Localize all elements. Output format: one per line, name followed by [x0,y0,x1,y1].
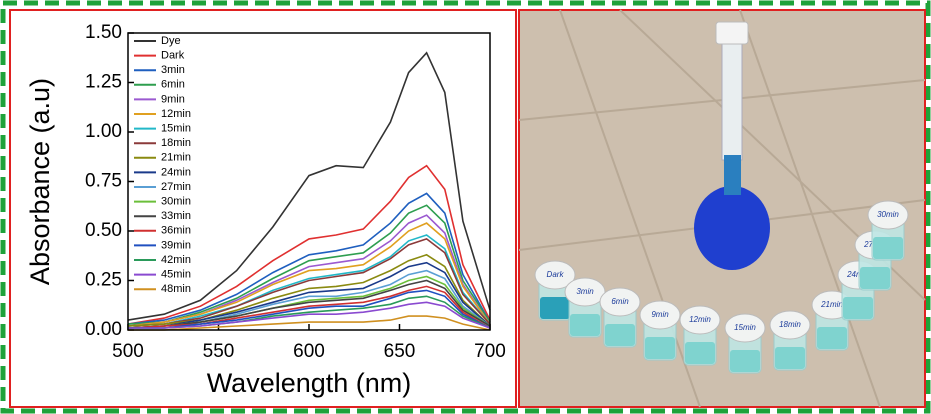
chart-panel-border [9,9,517,408]
vial-liquid [873,237,903,259]
x-tick-label: 700 [474,341,506,362]
y-tick-label: 0.50 [85,220,122,241]
vial-liquid [843,297,873,319]
series-line [127,234,491,327]
series-line [127,279,491,329]
vial-cap [564,277,606,307]
vial-cap [867,200,909,230]
legend-label: 39min [161,239,191,251]
vial-cap [679,305,721,335]
series-line [127,222,491,327]
legend-label: 24min [161,166,191,178]
series-line [127,51,491,321]
vial-cap [724,313,766,343]
vial-liquid [685,342,715,364]
legend-label: 21min [161,152,191,164]
flask-body [694,186,770,270]
vial-label: 9min [651,310,669,319]
legend-label: 18min [161,137,191,149]
vial-liquid [645,337,675,359]
legend-label: 9min [161,93,185,105]
legend-label: 15min [161,123,191,135]
series-line [127,261,491,329]
legend-label: 48min [161,283,191,295]
vial-cap [534,260,576,290]
vial-liquid [540,297,570,319]
vial-liquid [860,267,890,289]
flask-stopper [715,21,749,45]
x-tick-label: 500 [112,341,144,362]
y-tick-label: 0.00 [85,319,122,340]
vial-label: 21min [820,300,843,309]
vial-label: 24min [846,270,869,279]
y-tick-label: 1.00 [85,121,122,142]
vial-liquid [570,314,600,336]
x-tick-label: 650 [384,341,416,362]
legend-label: 27min [161,181,191,193]
vial-cap [639,300,681,330]
vial-label: 3min [576,287,594,296]
series-line [128,301,491,329]
x-tick-label: 600 [293,341,325,362]
vial-label: Dark [547,270,565,279]
vial-label: 15min [734,323,756,332]
legend-label: Dye [161,35,181,47]
vial-liquid [730,350,760,372]
vial-liquid [605,324,635,346]
legend-label: Dark [161,50,185,62]
vial-liquid [775,347,805,369]
chart: 0.00 0.25 0.50 0.75 1.00 1.25 1.50 500 550 600 650… [25,22,506,398]
series-line [127,238,491,327]
y-tick-label: 0.75 [85,171,122,192]
y-tick-label: 0.25 [85,270,122,291]
legend-label: 45min [161,269,191,281]
vials: Dark 3min 6min 9min 12min 15min 18min 21min 24mi… [534,200,909,374]
vial-cap [769,310,811,340]
vial-cap [599,287,641,317]
y-axis-label: Absorbance (a.u) [25,78,55,285]
x-tick-label: 550 [203,341,235,362]
vial-label: 30min [877,210,899,219]
legend-label: 3min [161,64,185,76]
flask-liquid-neck [724,155,741,195]
plot-frame [127,32,491,331]
series-line [127,164,491,325]
vial-liquid [817,327,847,349]
photo: Dark 3min 6min 9min 12min 15min 18min 21min 24mi… [518,9,926,408]
legend-label: 42min [161,254,191,266]
legend-label: 6min [161,79,185,91]
y-tick-label: 1.25 [85,72,122,93]
series-line [127,192,491,325]
flask-neck [721,39,743,161]
vial-label: 12min [689,315,711,324]
series-line [127,204,491,325]
x-axis-label: Wavelength (nm) [207,368,412,398]
y-tick-label: 1.50 [85,22,122,43]
vial-label: 6min [611,297,629,306]
series-line [128,315,491,331]
legend-label: 12min [161,108,191,120]
legend-label: 33min [161,210,191,222]
vial-label: 18min [779,320,801,329]
legend-label: 30min [161,196,191,208]
series-line [128,289,491,329]
legend-label: 36min [161,225,191,237]
